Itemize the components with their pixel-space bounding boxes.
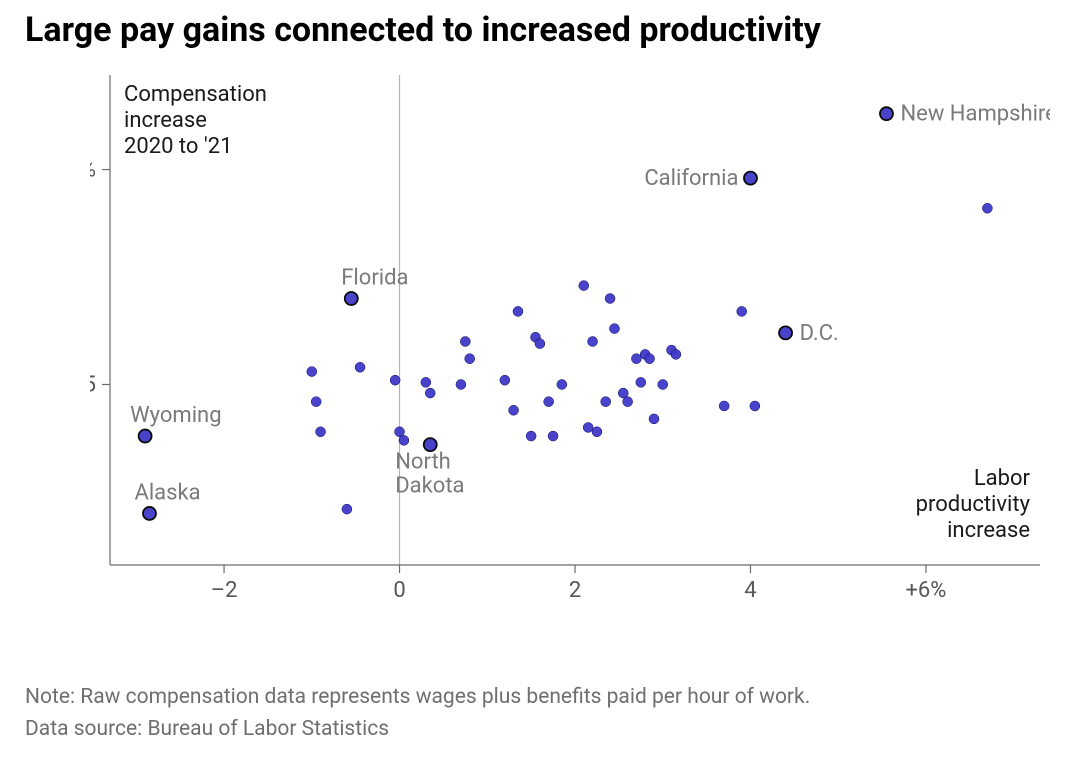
data-point [548, 431, 558, 441]
scatter-plot: –2 0 2 4 +6% 5 +10% Compensationincrease2020 to… [90, 65, 1050, 625]
data-point [592, 427, 602, 437]
data-point [601, 397, 611, 407]
point-label: NorthDakota [395, 450, 464, 499]
data-point [737, 306, 747, 316]
point-label: California [644, 166, 738, 191]
data-point [636, 377, 646, 387]
data-point [649, 414, 659, 424]
point-label: D.C. [800, 321, 839, 346]
data-point [456, 379, 466, 389]
x-tick-label: –2 [211, 578, 238, 603]
data-point [557, 379, 567, 389]
data-point [509, 405, 519, 415]
data-point [425, 388, 435, 398]
data-point [982, 203, 992, 213]
data-point [623, 397, 633, 407]
x-tick-label: 2 [569, 578, 581, 603]
point-label: Alaska [134, 480, 200, 505]
data-point [544, 397, 554, 407]
x-tick-label: +6% [905, 578, 946, 603]
data-point [750, 401, 760, 411]
data-point [399, 435, 409, 445]
x-tick-label: 4 [744, 578, 756, 603]
labeled-data-point [143, 507, 156, 520]
data-point [526, 431, 536, 441]
labeled-data-point [779, 326, 792, 339]
chart-footer: Note: Raw compensation data represents w… [25, 682, 810, 745]
data-point [535, 339, 545, 349]
labeled-data-point [744, 172, 757, 185]
data-point [513, 306, 523, 316]
data-point [658, 379, 668, 389]
data-point [645, 354, 655, 364]
x-tick-label: 0 [393, 578, 405, 603]
x-axis-title: Laborproductivityincrease [916, 466, 1031, 543]
footer-note: Note: Raw compensation data represents w… [25, 682, 810, 714]
data-point [671, 349, 681, 359]
point-label: Florida [341, 266, 408, 291]
chart-container: Large pay gains connected to increased p… [0, 0, 1080, 770]
data-point [355, 362, 365, 372]
data-point [719, 401, 729, 411]
labeled-data-point [139, 430, 152, 443]
data-point [631, 354, 641, 364]
y-tick-label: +10% [90, 158, 96, 183]
data-point [460, 336, 470, 346]
data-point [307, 367, 317, 377]
data-point [579, 281, 589, 291]
y-axis-title: Compensationincrease2020 to '21 [124, 82, 267, 159]
data-point [390, 375, 400, 385]
point-label: New Hampshire [900, 102, 1050, 127]
data-point [421, 377, 431, 387]
data-point [609, 324, 619, 334]
data-point [500, 375, 510, 385]
labeled-data-point [880, 107, 893, 120]
data-point [465, 354, 475, 364]
data-point [605, 294, 615, 304]
data-point [588, 336, 598, 346]
data-point [311, 397, 321, 407]
point-label: Wyoming [130, 403, 221, 428]
data-point [342, 504, 352, 514]
y-tick-label: 5 [90, 372, 96, 397]
footer-source: Data source: Bureau of Labor Statistics [25, 714, 810, 746]
data-point [316, 427, 326, 437]
data-point [583, 422, 593, 432]
chart-title: Large pay gains connected to increased p… [25, 10, 821, 50]
labeled-data-point [345, 292, 358, 305]
